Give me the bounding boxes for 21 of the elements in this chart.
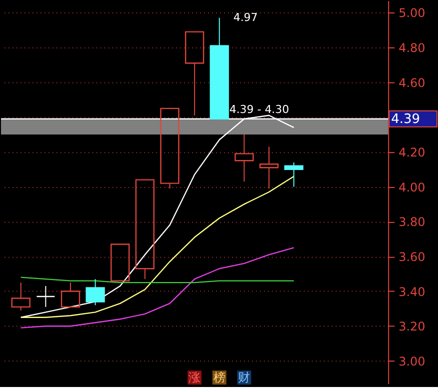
candlestick xyxy=(234,134,254,182)
annotation: 4.97 xyxy=(233,10,258,24)
annotation: 财 xyxy=(238,370,250,385)
y-tick-label: 3.40 xyxy=(398,284,426,299)
y-tick-label: 3.60 xyxy=(398,250,426,264)
candlestick xyxy=(259,146,279,190)
annotation: 榜 xyxy=(213,370,226,385)
y-tick-label: 3.20 xyxy=(398,320,426,334)
line-series xyxy=(20,247,294,328)
y-tick-label: 5.00 xyxy=(398,6,426,20)
line-series xyxy=(20,176,294,318)
annotation: 涨 xyxy=(188,370,201,385)
y-tick-label: 4.60 xyxy=(398,76,426,90)
ref-line-label: 4.39 xyxy=(391,112,420,127)
band-label: 4.39 - 4.30 xyxy=(229,102,290,116)
candlestick xyxy=(36,286,56,308)
y-tick-label: 4.80 xyxy=(398,40,426,55)
y-tick-label: 3.80 xyxy=(398,215,426,230)
y-tick-label: 4.00 xyxy=(398,180,426,194)
y-tick-label: 3.00 xyxy=(398,354,426,368)
y-tick-label: 4.20 xyxy=(398,145,426,160)
